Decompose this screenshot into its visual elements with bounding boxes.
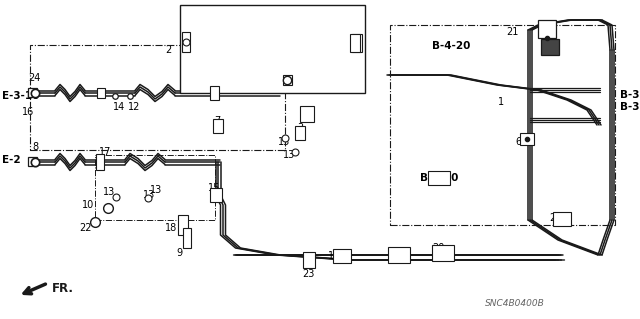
Text: 15: 15 xyxy=(208,183,220,193)
Bar xyxy=(183,228,191,248)
Bar xyxy=(352,34,362,52)
Text: 13: 13 xyxy=(103,187,115,197)
Text: SNC4B0400B: SNC4B0400B xyxy=(485,299,545,308)
Bar xyxy=(28,157,37,166)
Text: 20: 20 xyxy=(549,213,561,223)
Bar xyxy=(388,247,410,263)
Text: E-2: E-2 xyxy=(2,155,20,165)
Text: 2: 2 xyxy=(165,45,172,55)
Bar xyxy=(210,86,219,100)
Text: 18: 18 xyxy=(165,223,177,233)
Text: 13: 13 xyxy=(143,190,156,200)
Text: B-3-1: B-3-1 xyxy=(620,102,640,112)
Text: 13: 13 xyxy=(150,185,163,195)
Bar xyxy=(432,245,454,261)
Text: 13: 13 xyxy=(283,150,295,160)
Text: E-3-10: E-3-10 xyxy=(2,91,40,101)
Bar xyxy=(213,119,223,133)
Text: 7: 7 xyxy=(357,47,364,57)
Text: 7: 7 xyxy=(214,116,220,126)
Text: 17: 17 xyxy=(99,147,111,157)
Text: 24: 24 xyxy=(28,73,40,83)
Bar xyxy=(97,88,105,98)
Bar xyxy=(30,45,285,150)
Text: B-4-20: B-4-20 xyxy=(420,173,458,183)
Text: 5: 5 xyxy=(281,67,287,77)
Bar xyxy=(95,155,215,220)
Bar xyxy=(178,215,188,235)
Text: 10: 10 xyxy=(82,200,94,210)
Bar xyxy=(541,39,559,55)
Bar xyxy=(300,106,314,122)
Bar xyxy=(538,20,556,38)
Text: 8: 8 xyxy=(32,142,38,152)
Bar xyxy=(28,88,37,97)
Bar xyxy=(350,34,360,52)
Bar xyxy=(210,188,222,202)
Text: 13: 13 xyxy=(278,137,291,147)
Bar xyxy=(96,154,104,170)
Text: 6: 6 xyxy=(515,137,521,147)
Bar xyxy=(333,249,351,263)
Text: 4: 4 xyxy=(307,63,313,73)
Text: B-4-20: B-4-20 xyxy=(432,41,470,51)
Text: 20: 20 xyxy=(432,243,444,253)
Bar xyxy=(182,32,190,52)
Text: 19: 19 xyxy=(388,251,400,261)
Bar xyxy=(428,171,450,185)
Bar xyxy=(303,252,315,268)
Text: 12: 12 xyxy=(128,102,140,112)
Text: 16: 16 xyxy=(22,107,35,117)
Bar xyxy=(180,5,365,93)
Text: 3: 3 xyxy=(297,123,303,133)
Bar xyxy=(283,75,292,85)
Text: 21: 21 xyxy=(506,27,518,37)
Text: 14: 14 xyxy=(113,102,125,112)
Bar xyxy=(295,126,305,140)
Text: 16: 16 xyxy=(186,13,198,23)
Bar xyxy=(553,212,571,226)
Text: B-3: B-3 xyxy=(620,90,639,100)
Text: FR.: FR. xyxy=(52,281,74,294)
Text: 25: 25 xyxy=(295,23,307,33)
Text: 23: 23 xyxy=(302,269,314,279)
Text: 1: 1 xyxy=(498,97,504,107)
Text: 22: 22 xyxy=(79,223,92,233)
Bar xyxy=(390,25,615,225)
Bar xyxy=(520,133,534,145)
Text: 11: 11 xyxy=(328,251,340,261)
Text: 9: 9 xyxy=(176,248,182,258)
